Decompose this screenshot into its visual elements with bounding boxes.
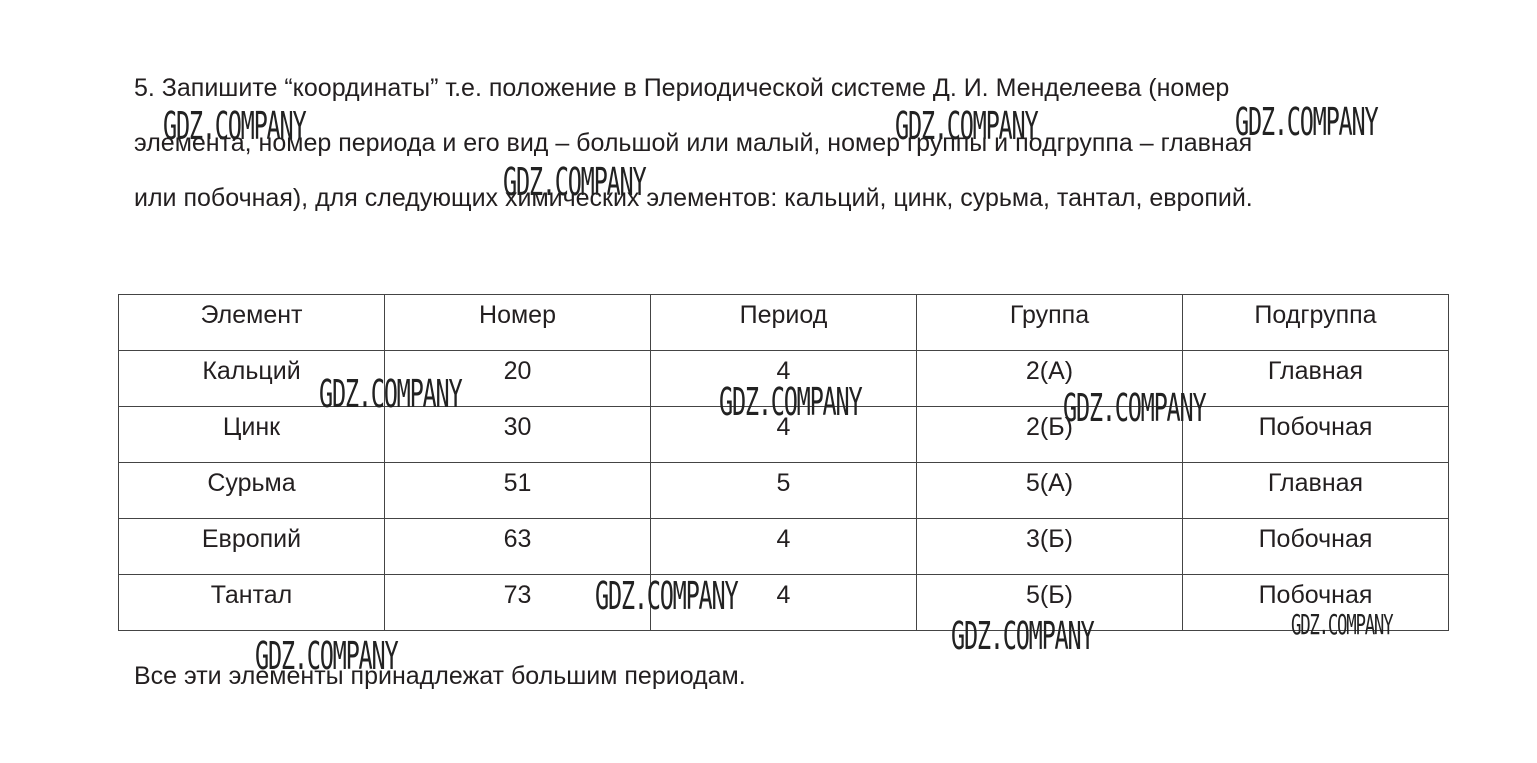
watermark: GDZ.COMPANY [1291,608,1394,641]
table-row: Цинк 30 4 2(Б) Побочная [118,406,1449,463]
watermark: GDZ.COMPANY [595,574,739,618]
table-header-row: Элемент Номер Период Группа Подгруппа [118,294,1449,351]
table-cell: Тантал [118,574,385,631]
watermark: GDZ.COMPANY [1235,100,1379,144]
header-cell: Подгруппа [1182,294,1449,351]
header-cell: Номер [384,294,651,351]
table-row: Тантал 73 4 5(Б) Побочная [118,574,1449,631]
table-cell: Побочная [1182,518,1449,575]
table-cell: 63 [384,518,651,575]
table-cell: Главная [1182,350,1449,407]
table-cell: Сурьма [118,462,385,519]
elements-table: Элемент Номер Период Группа Подгруппа Ка… [118,294,1449,631]
table-cell: 30 [384,406,651,463]
watermark: GDZ.COMPANY [255,634,399,678]
header-cell: Период [650,294,917,351]
header-cell: Группа [916,294,1183,351]
watermark: GDZ.COMPANY [719,380,863,424]
watermark: GDZ.COMPANY [895,104,1039,148]
task-line-1: 5. Запишите “координаты” т.е. положение … [134,74,1230,102]
header-cell: Элемент [118,294,385,351]
watermark: GDZ.COMPANY [163,104,307,148]
table-cell: 73 [384,574,651,631]
table-row: Европий 63 4 3(Б) Побочная [118,518,1449,575]
table-cell: 4 [650,574,917,631]
task-line-2: элемента, номер периода и его вид – боль… [134,129,1253,157]
table-cell: 51 [384,462,651,519]
watermark: GDZ.COMPANY [319,372,463,416]
task-line-3: или побочная), для следующих химических … [134,184,1253,212]
watermark: GDZ.COMPANY [1063,386,1207,430]
table-cell: Кальций [118,350,385,407]
watermark: GDZ.COMPANY [503,160,647,204]
watermark: GDZ.COMPANY [951,614,1095,658]
table-cell: Европий [118,518,385,575]
conclusion-text: Все эти элементы принадлежат большим пер… [134,662,746,690]
table-cell: Побочная [1182,574,1449,631]
table-cell: 4 [650,350,917,407]
table-cell: 5(А) [916,462,1183,519]
table-cell: Главная [1182,462,1449,519]
table-row: Сурьма 51 5 5(А) Главная [118,462,1449,519]
table-cell: Побочная [1182,406,1449,463]
table-cell: 5 [650,462,917,519]
table-cell: 4 [650,518,917,575]
table-cell: 3(Б) [916,518,1183,575]
